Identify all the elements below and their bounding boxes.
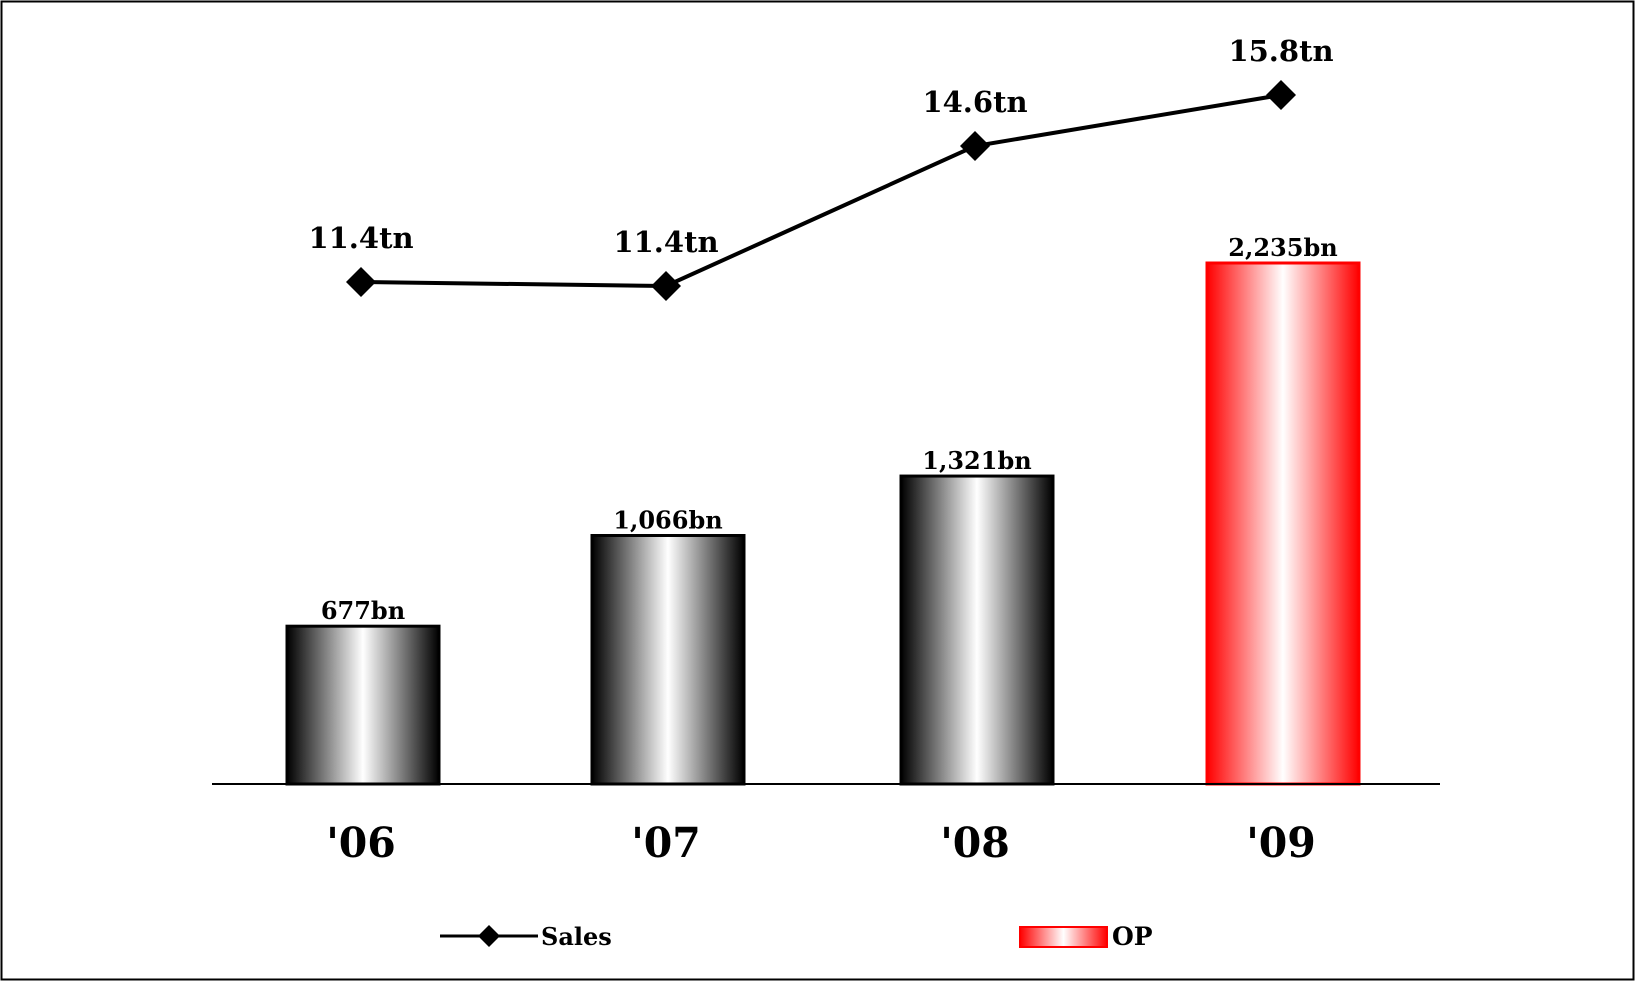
sales-label-0: 11.4tn — [308, 221, 413, 255]
op-bar-2 — [899, 474, 1055, 786]
op-bar-1 — [590, 534, 746, 786]
legend-op-swatch — [1019, 926, 1108, 948]
bars-layer: 677bn 1,066bn 1,321bn 2,235bn — [285, 233, 1361, 786]
x-tick-label-2: '08 — [940, 819, 1010, 867]
sales-line-layer: 11.4tn 11.4tn 14.6tn 15.8tn — [308, 34, 1334, 301]
op-bar-label-1: 1,066bn — [613, 506, 722, 535]
sales-label-3: 15.8tn — [1228, 34, 1333, 68]
sales-point-2 — [960, 131, 990, 161]
legend-item-op: OP — [1019, 922, 1153, 951]
sales-point-1 — [651, 271, 681, 301]
legend-sales-label: Sales — [541, 922, 612, 951]
sales-point-0 — [346, 267, 376, 297]
sales-label-1: 11.4tn — [613, 225, 718, 259]
op-bar-0 — [285, 624, 441, 786]
op-bar-label-0: 677bn — [321, 596, 405, 625]
x-tick-labels: '06 '07 '08 '09 — [326, 819, 1316, 867]
legend: Sales OP — [440, 922, 1153, 951]
legend-sales-diamond-icon — [478, 925, 500, 947]
sales-label-2: 14.6tn — [922, 85, 1027, 119]
sales-point-3 — [1266, 80, 1296, 110]
x-tick-label-0: '06 — [326, 819, 396, 867]
legend-op-label: OP — [1112, 922, 1153, 951]
op-bar-label-3: 2,235bn — [1228, 233, 1337, 262]
x-tick-label-1: '07 — [631, 819, 701, 867]
op-bar-label-2: 1,321bn — [922, 446, 1031, 475]
x-tick-label-3: '09 — [1246, 819, 1316, 867]
sales-line — [360, 93, 1282, 289]
legend-item-sales: Sales — [440, 922, 612, 951]
op-bar-3 — [1205, 261, 1361, 786]
